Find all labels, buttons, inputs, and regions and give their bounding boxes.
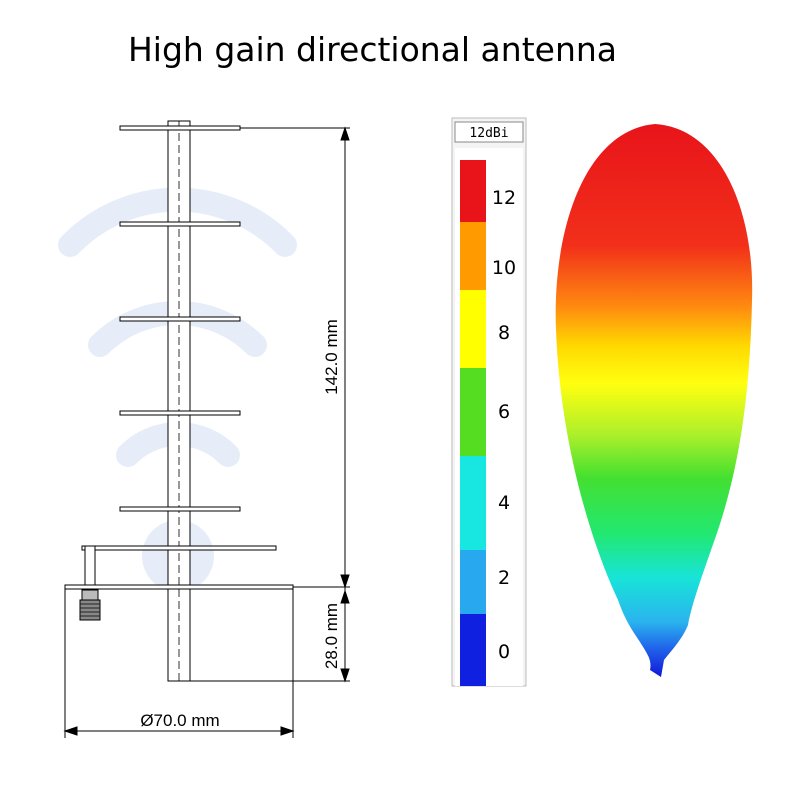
height-dimension-label: 142.0 mm <box>322 319 341 395</box>
legend-level-label: 10 <box>492 257 516 279</box>
legend-unit-label: 12dBi <box>469 126 508 141</box>
legend-swatch <box>460 160 486 222</box>
legend-level-label: 8 <box>498 322 510 344</box>
legend-swatch <box>460 550 486 614</box>
legend-swatch <box>460 290 486 368</box>
legend-level-label: 6 <box>498 401 510 423</box>
legend-swatch <box>460 456 486 550</box>
legend-swatch <box>460 222 486 290</box>
page-title: High gain directional antenna <box>127 30 617 69</box>
legend-swatch <box>460 368 486 456</box>
director-element <box>119 410 241 416</box>
legend-swatch <box>460 614 486 686</box>
director-element <box>119 506 241 512</box>
antenna-drawing <box>64 120 294 682</box>
driven-element <box>81 545 277 551</box>
director-element <box>119 316 241 322</box>
legend-level-label: 12 <box>492 187 516 209</box>
legend-level-label: 0 <box>498 641 510 663</box>
reflector-plate <box>64 584 294 590</box>
diameter-dimension-label: Ø70.0 mm <box>140 711 219 730</box>
feed-line <box>84 545 96 587</box>
base-dimension-label: 28.0 mm <box>322 603 341 669</box>
sma-connector-icon <box>79 589 101 621</box>
director-element <box>119 221 241 227</box>
legend-level-label: 4 <box>498 492 510 514</box>
radiation-pattern <box>555 124 753 677</box>
dimension-lines <box>63 126 350 738</box>
gain-legend: 12dBi 12 10 8 6 4 2 0 <box>451 117 527 687</box>
legend-level-label: 2 <box>498 567 510 589</box>
director-element <box>119 125 241 131</box>
